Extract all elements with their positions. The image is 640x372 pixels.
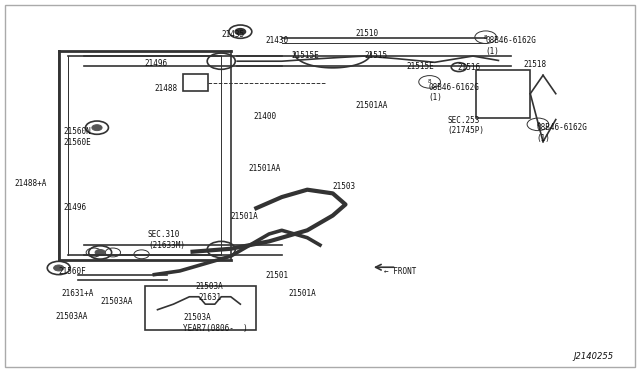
Text: 21560N: 21560N	[64, 127, 92, 136]
Text: 21501: 21501	[266, 271, 289, 280]
Text: 21518: 21518	[524, 61, 547, 70]
Bar	[183, 74, 209, 91]
Text: 21496: 21496	[64, 203, 87, 212]
Text: 08B46-6162G
(1): 08B46-6162G (1)	[486, 36, 536, 56]
Text: SEC.310
(21633M): SEC.310 (21633M)	[148, 230, 185, 250]
Circle shape	[54, 265, 64, 271]
Text: 21631+A: 21631+A	[62, 289, 94, 298]
Text: 21501A: 21501A	[231, 212, 259, 221]
Text: 21631: 21631	[199, 293, 222, 302]
Text: 21488: 21488	[154, 84, 177, 93]
Text: 21501AA: 21501AA	[248, 164, 281, 173]
Bar	[476, 70, 531, 118]
Text: 21430: 21430	[266, 36, 289, 45]
Text: 21501A: 21501A	[288, 289, 316, 298]
Text: 21516: 21516	[457, 63, 480, 73]
Text: 21515: 21515	[365, 51, 388, 60]
Text: 21515E: 21515E	[406, 62, 434, 71]
Text: 21503AA: 21503AA	[56, 311, 88, 321]
Text: 21515E: 21515E	[291, 51, 319, 60]
Text: 21496: 21496	[145, 59, 168, 68]
Text: SEC.253
(21745P): SEC.253 (21745P)	[447, 116, 484, 135]
Text: 21503AA: 21503AA	[100, 297, 132, 306]
Text: 21503A: 21503A	[196, 282, 223, 291]
Circle shape	[236, 29, 246, 35]
Text: 08B46-6162G
(1): 08B46-6162G (1)	[428, 83, 479, 102]
Text: 21560F: 21560F	[59, 267, 86, 276]
Text: 21510: 21510	[355, 29, 378, 38]
Text: 21435: 21435	[221, 30, 244, 39]
Text: 8: 8	[484, 35, 488, 40]
Text: 21560E: 21560E	[64, 138, 92, 147]
Text: 21503: 21503	[333, 182, 356, 191]
Bar	[145, 286, 256, 330]
Text: 21503A
YEAR7(0806-  ): 21503A YEAR7(0806- )	[183, 313, 248, 333]
Text: 21400: 21400	[253, 112, 276, 121]
Circle shape	[92, 125, 102, 131]
Text: 8: 8	[536, 122, 540, 127]
Text: J2140255: J2140255	[573, 352, 613, 361]
Text: 08B46-6162G
(1): 08B46-6162G (1)	[537, 123, 588, 142]
Text: 8: 8	[428, 79, 431, 84]
Text: ← FRONT: ← FRONT	[384, 267, 416, 276]
Text: 21501AA: 21501AA	[355, 101, 387, 110]
Text: 21488+A: 21488+A	[14, 179, 47, 187]
Circle shape	[95, 250, 105, 256]
